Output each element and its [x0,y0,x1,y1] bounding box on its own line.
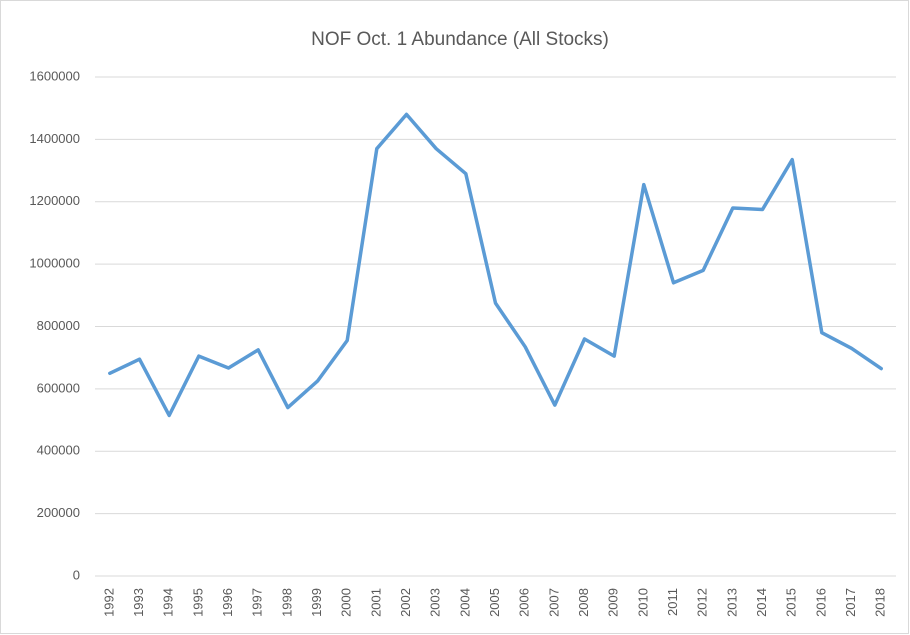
x-tick-label: 1993 [131,588,146,617]
x-tick-label: 2008 [576,588,591,617]
x-tick-label: 1992 [101,588,116,617]
x-tick-label: 2001 [368,588,383,617]
x-tick-label: 2007 [546,588,561,617]
x-tick-label: 1997 [250,588,265,617]
x-tick-label: 2011 [665,588,680,616]
x-tick-label: 1995 [190,588,205,617]
x-tick-label: 2013 [724,588,739,617]
y-tick-label: 600000 [37,380,80,395]
y-tick-label: 1600000 [29,68,80,83]
x-tick-label: 2006 [517,588,532,617]
x-tick-label: 2014 [754,588,769,617]
x-tick-label: 2002 [398,588,413,617]
y-tick-label: 1200000 [29,193,80,208]
x-tick-label: 2012 [695,588,710,617]
x-tick-label: 2017 [843,588,858,617]
y-tick-label: 1000000 [29,256,80,271]
x-tick-label: 1998 [279,588,294,617]
x-tick-label: 2003 [428,588,443,617]
x-tick-label: 2018 [873,588,888,617]
x-tick-label: 2015 [784,588,799,617]
x-tick-label: 1996 [220,588,235,617]
x-tick-label: 1994 [161,588,176,617]
x-tick-label: 2016 [813,588,828,617]
x-tick-label: 2010 [635,588,650,617]
x-tick-label: 2005 [487,588,502,617]
y-tick-label: 400000 [37,443,80,458]
y-tick-label: 200000 [37,505,80,520]
x-tick-label: 1999 [309,588,324,617]
y-tick-label: 800000 [37,318,80,333]
data-line [108,112,883,418]
y-tick-label: 1400000 [29,131,80,146]
x-tick-label: 2004 [457,588,472,617]
x-tick-label: 2000 [339,588,354,617]
x-tick-label: 2009 [606,588,621,617]
chart-title: NOF Oct. 1 Abundance (All Stocks) [311,29,609,50]
y-tick-label: 0 [73,567,80,582]
